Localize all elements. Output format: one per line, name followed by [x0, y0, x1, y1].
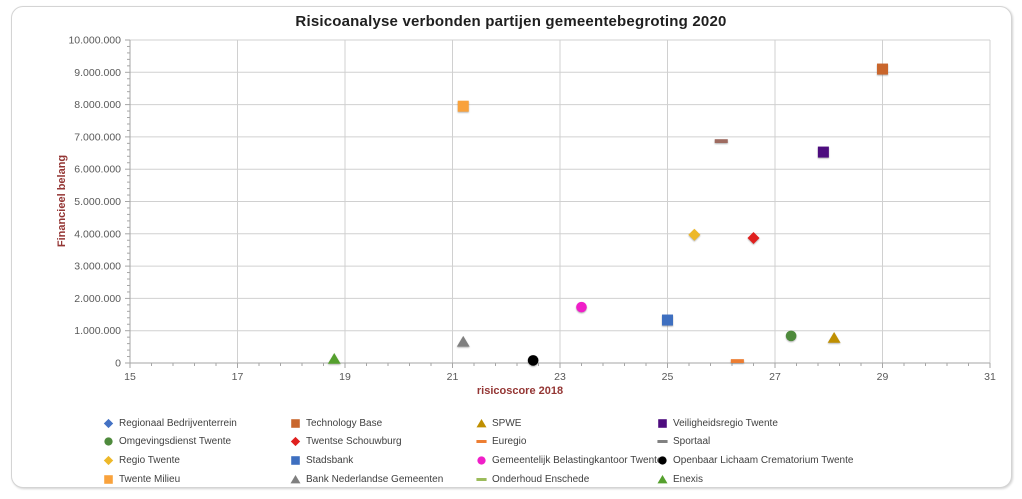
legend-marker-dash-icon [476, 440, 487, 444]
legend-label: Gemeentelijk Belastingkantoor Twente [492, 454, 663, 466]
legend-marker-circle-icon [477, 456, 486, 465]
legend-label: Veiligheidsregio Twente [673, 417, 778, 429]
x-tick-label: 15 [124, 371, 136, 383]
x-tick-label: 25 [662, 371, 674, 383]
legend-item-twente-milieu: Twente Milieu [102, 470, 289, 489]
legend-label: Regionaal Bedrijventerrein [119, 417, 237, 429]
legend-item-gemeentelijk-belastingkantoor-twente: Gemeentelijk Belastingkantoor Twente [475, 451, 662, 470]
y-tick-label: 3.000.000 [74, 261, 121, 273]
chart-legend: Regionaal Bedrijventerrein Technology Bas… [102, 414, 982, 488]
y-tick-label: 2.000.000 [74, 293, 121, 305]
y-tick-label: 8.000.000 [74, 99, 121, 111]
legend-item-onderhoud-enschede: Onderhoud Enschede [475, 470, 656, 489]
y-tick-label: 6.000.000 [74, 164, 121, 176]
point-omgevingsdienst-twente [785, 330, 797, 342]
x-tick-label: 23 [554, 371, 566, 383]
y-tick-label: 0 [115, 358, 121, 370]
legend-label: Technology Base [306, 417, 383, 429]
y-tick-label: 9.000.000 [74, 67, 121, 79]
legend-item-regionaal-bedrijventerrein: Regionaal Bedrijventerrein [102, 414, 289, 433]
legend-item-enexis: Enexis [656, 470, 982, 489]
legend-label: Regio Twente [119, 454, 180, 466]
legend-item-technology-base: Technology Base [289, 414, 475, 433]
point-bank-nederlandse-gemeenten [456, 335, 470, 347]
x-tick-label: 29 [877, 371, 889, 383]
x-tick-label: 21 [447, 371, 459, 383]
y-tick-label: 5.000.000 [74, 196, 121, 208]
point-enexis [327, 353, 341, 364]
legend-marker-triangle-icon [476, 418, 487, 428]
legend-item-veiligheidsregio-twente: Veiligheidsregio Twente [656, 414, 982, 433]
legend-marker-triangle-icon [290, 474, 301, 483]
legend-item-omgevingsdienst-twente: Omgevingsdienst Twente [102, 433, 289, 452]
legend-marker-square-icon [291, 419, 300, 428]
y-tick-label: 10.000.000 [68, 35, 121, 47]
legend-marker-diamond-icon [103, 418, 114, 428]
legend-item-euregio: Euregio [475, 433, 656, 452]
legend-marker-dash-icon [476, 477, 487, 481]
legend-marker-diamond-icon [103, 455, 114, 466]
legend-label: Euregio [492, 436, 527, 448]
chart-frame [11, 6, 1012, 488]
point-regio-twente [688, 228, 701, 241]
legend-item-spwe: SPWE [475, 414, 656, 433]
point-gemeentelijk-belastingkantoor-twente [576, 301, 587, 313]
x-tick-label: 19 [339, 371, 351, 383]
legend-marker-diamond-icon [290, 437, 301, 447]
legend-item-stadsbank: Stadsbank [289, 451, 475, 470]
y-tick-label: 7.000.000 [74, 131, 121, 143]
point-technology-base [877, 63, 888, 75]
x-tick-label: 27 [769, 371, 781, 383]
point-twente-milieu [457, 100, 469, 112]
x-tick-label: 17 [232, 371, 244, 383]
legend-label: Twentse Schouwburg [306, 436, 402, 448]
point-stadsbank [662, 314, 673, 326]
legend-label: Sportaal [673, 436, 711, 448]
x-tick-label: 31 [984, 371, 996, 383]
point-sportaal [714, 139, 728, 143]
legend-marker-triangle-icon [657, 474, 668, 483]
legend-item-bank-nederlandse-gemeenten: Bank Nederlandse Gemeenten [289, 470, 475, 489]
legend-marker-dash-icon [657, 440, 668, 444]
x-axis-title: risicoscore 2018 [476, 385, 564, 397]
legend-marker-circle-icon [658, 456, 667, 465]
legend-marker-circle-icon [104, 437, 113, 447]
point-veiligheidsregio-twente [817, 146, 829, 158]
legend-label: Onderhoud Enschede [492, 473, 590, 485]
y-tick-label: 4.000.000 [74, 228, 121, 240]
legend-marker-square-icon [658, 419, 667, 428]
legend-label: Twente Milieu [119, 473, 181, 485]
point-twentse-schouwburg [747, 231, 760, 244]
legend-label: SPWE [492, 417, 522, 429]
legend-label: Bank Nederlandse Gemeenten [306, 473, 444, 485]
legend-item-openbaar-lichaam-crematorium-twente: Openbaar Lichaam Crematorium Twente [656, 451, 982, 470]
legend-label: Omgevingsdienst Twente [119, 436, 232, 448]
legend-label: Enexis [673, 473, 704, 485]
legend-label: Stadsbank [306, 454, 354, 466]
chart-title: Risicoanalyse verbonden partijen gemeent… [295, 13, 727, 30]
legend-marker-square-icon [291, 456, 300, 465]
legend-item-twentse-schouwburg: Twentse Schouwburg [289, 433, 475, 452]
legend-marker-square-icon [104, 474, 113, 484]
point-openbaar-lichaam-crematorium-twente [527, 355, 539, 366]
legend-label: Openbaar Lichaam Crematorium Twente [673, 454, 854, 466]
y-tick-label: 1.000.000 [74, 325, 121, 337]
point-euregio [730, 359, 744, 363]
legend-item-sportaal: Sportaal [656, 433, 982, 452]
point-spwe [827, 332, 841, 343]
legend-item-regio-twente: Regio Twente [102, 451, 289, 470]
